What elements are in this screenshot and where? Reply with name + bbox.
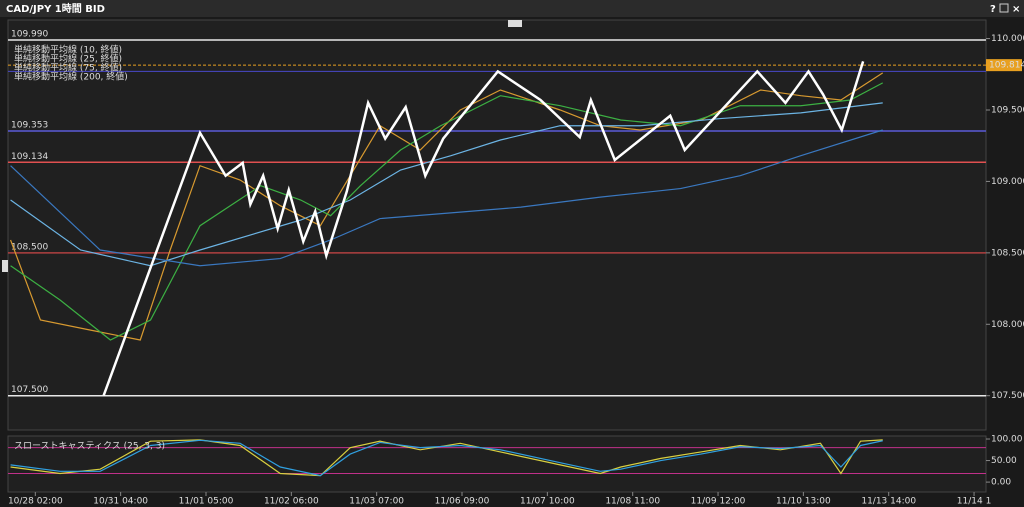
current-price-box [986, 59, 1022, 72]
x-tick-label: 10/31 04:00 [93, 497, 148, 507]
x-tick-label: 11/10 13:00 [776, 497, 831, 507]
level-label: 107.500 [11, 385, 48, 395]
legend-entry: 単純移動平均線 (200, 終値) [14, 71, 128, 83]
help-button[interactable]: ? [990, 4, 996, 15]
x-tick-label: 11/08 11:00 [605, 497, 660, 507]
maximize-button[interactable] [999, 3, 1009, 13]
x-tick-label: 10/28 02:00 [8, 497, 63, 507]
x-tick-label: 11/13 14:00 [861, 497, 916, 507]
y-tick-label: 108.500 [991, 248, 1024, 258]
y-tick-label: 109.500 [991, 106, 1024, 116]
x-tick-label: 11/14 1 [957, 497, 992, 507]
legend-entry: 単純移動平均線 (25, 終値) [14, 53, 122, 65]
title-bar [0, 0, 1024, 17]
series-line [10, 102, 883, 267]
y-tick-label: 107.500 [991, 391, 1024, 401]
series-line [10, 129, 883, 267]
level-label: 109.353 [11, 121, 48, 131]
level-label: 109.134 [11, 152, 48, 162]
legend-entry: 単純移動平均線 (10, 終値) [14, 44, 122, 56]
x-tick-label: 11/03 07:00 [349, 497, 404, 507]
series-line [10, 439, 883, 477]
y-tick-label: 109.000 [991, 177, 1024, 187]
series-line [10, 82, 884, 341]
current-price-label: 109.814 [989, 61, 1024, 71]
side-handle[interactable] [2, 260, 8, 272]
x-tick-label: 11/06 09:00 [435, 497, 490, 507]
x-tick-label: 11/01 05:00 [179, 497, 234, 507]
close-button[interactable]: × [1012, 4, 1020, 15]
legend-entry: 単純移動平均線 (75, 終値) [14, 62, 122, 74]
x-tick-label: 11/09 12:00 [691, 497, 746, 507]
panel-title: スローストキャスティクス (25, 3, 3) [14, 441, 165, 452]
level-label: 108.500 [11, 242, 48, 252]
y-tick-label: 108.000 [991, 320, 1024, 330]
y-tick-label: 110.000 [991, 34, 1024, 44]
x-tick-label: 11/02 06:00 [264, 497, 319, 507]
series-line [102, 61, 865, 397]
y-tick-label: 100.00 [991, 435, 1023, 445]
level-label: 109.990 [11, 30, 48, 40]
collapse-handle[interactable] [508, 20, 522, 27]
series-line [9, 72, 884, 341]
y-tick-label: 50.00 [991, 456, 1017, 466]
x-tick-label: 11/07 10:00 [520, 497, 575, 507]
y-tick-label: 0.00 [991, 478, 1011, 488]
main-plot [7, 19, 987, 431]
window-title: CAD/JPY 1時間 BID [6, 2, 105, 15]
stoch-plot [7, 435, 987, 493]
